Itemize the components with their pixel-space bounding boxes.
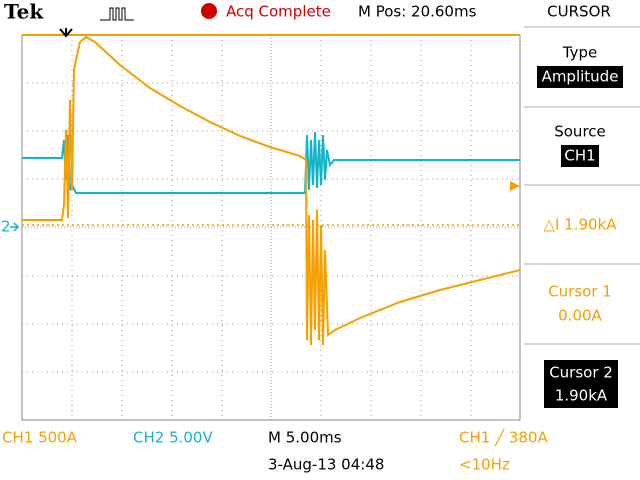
menu-title: CURSOR [547, 3, 611, 21]
trigger-level [510, 181, 520, 191]
cursor1-label[interactable]: Cursor 1 [548, 283, 612, 301]
ch1-trace [22, 35, 521, 346]
position: M Pos: 20.60ms [358, 3, 477, 21]
brand: Tek [4, 0, 44, 24]
type-value-bg [537, 66, 623, 88]
cursor1-value[interactable]: 0.00A [558, 307, 602, 325]
side-menu: CURSOR Type Amplitude Source CH1 △I 1.90… [524, 3, 640, 408]
acq-status: Acq Complete [226, 3, 331, 21]
timebase: M 5.00ms [268, 429, 342, 447]
cursor2-bg [544, 360, 618, 408]
ch2-scale: CH2 5.00V [133, 429, 213, 447]
type-label[interactable]: Type [562, 44, 597, 62]
source-value[interactable]: CH1 [564, 147, 595, 165]
frequency: <10Hz [459, 456, 510, 474]
run-indicator [201, 3, 217, 19]
ch2-marker-arrow [10, 222, 20, 232]
source-label[interactable]: Source [554, 123, 606, 141]
graticule [22, 35, 520, 420]
trigger-setting: CH1 ╱ 380A [459, 429, 548, 447]
cursor2-value[interactable]: 1.90kA [555, 387, 608, 405]
type-value[interactable]: Amplitude [542, 68, 619, 86]
ch2-marker: 2 [1, 218, 11, 236]
date-time: 3-Aug-13 04:48 [268, 456, 384, 474]
source-value-bg [561, 145, 599, 167]
trigger-position [59, 28, 73, 38]
trigger-icon [100, 7, 134, 21]
delta-readout: △I 1.90kA [543, 216, 617, 234]
ch1-scale: CH1 500A [2, 429, 78, 447]
cursor2-label[interactable]: Cursor 2 [549, 364, 613, 382]
